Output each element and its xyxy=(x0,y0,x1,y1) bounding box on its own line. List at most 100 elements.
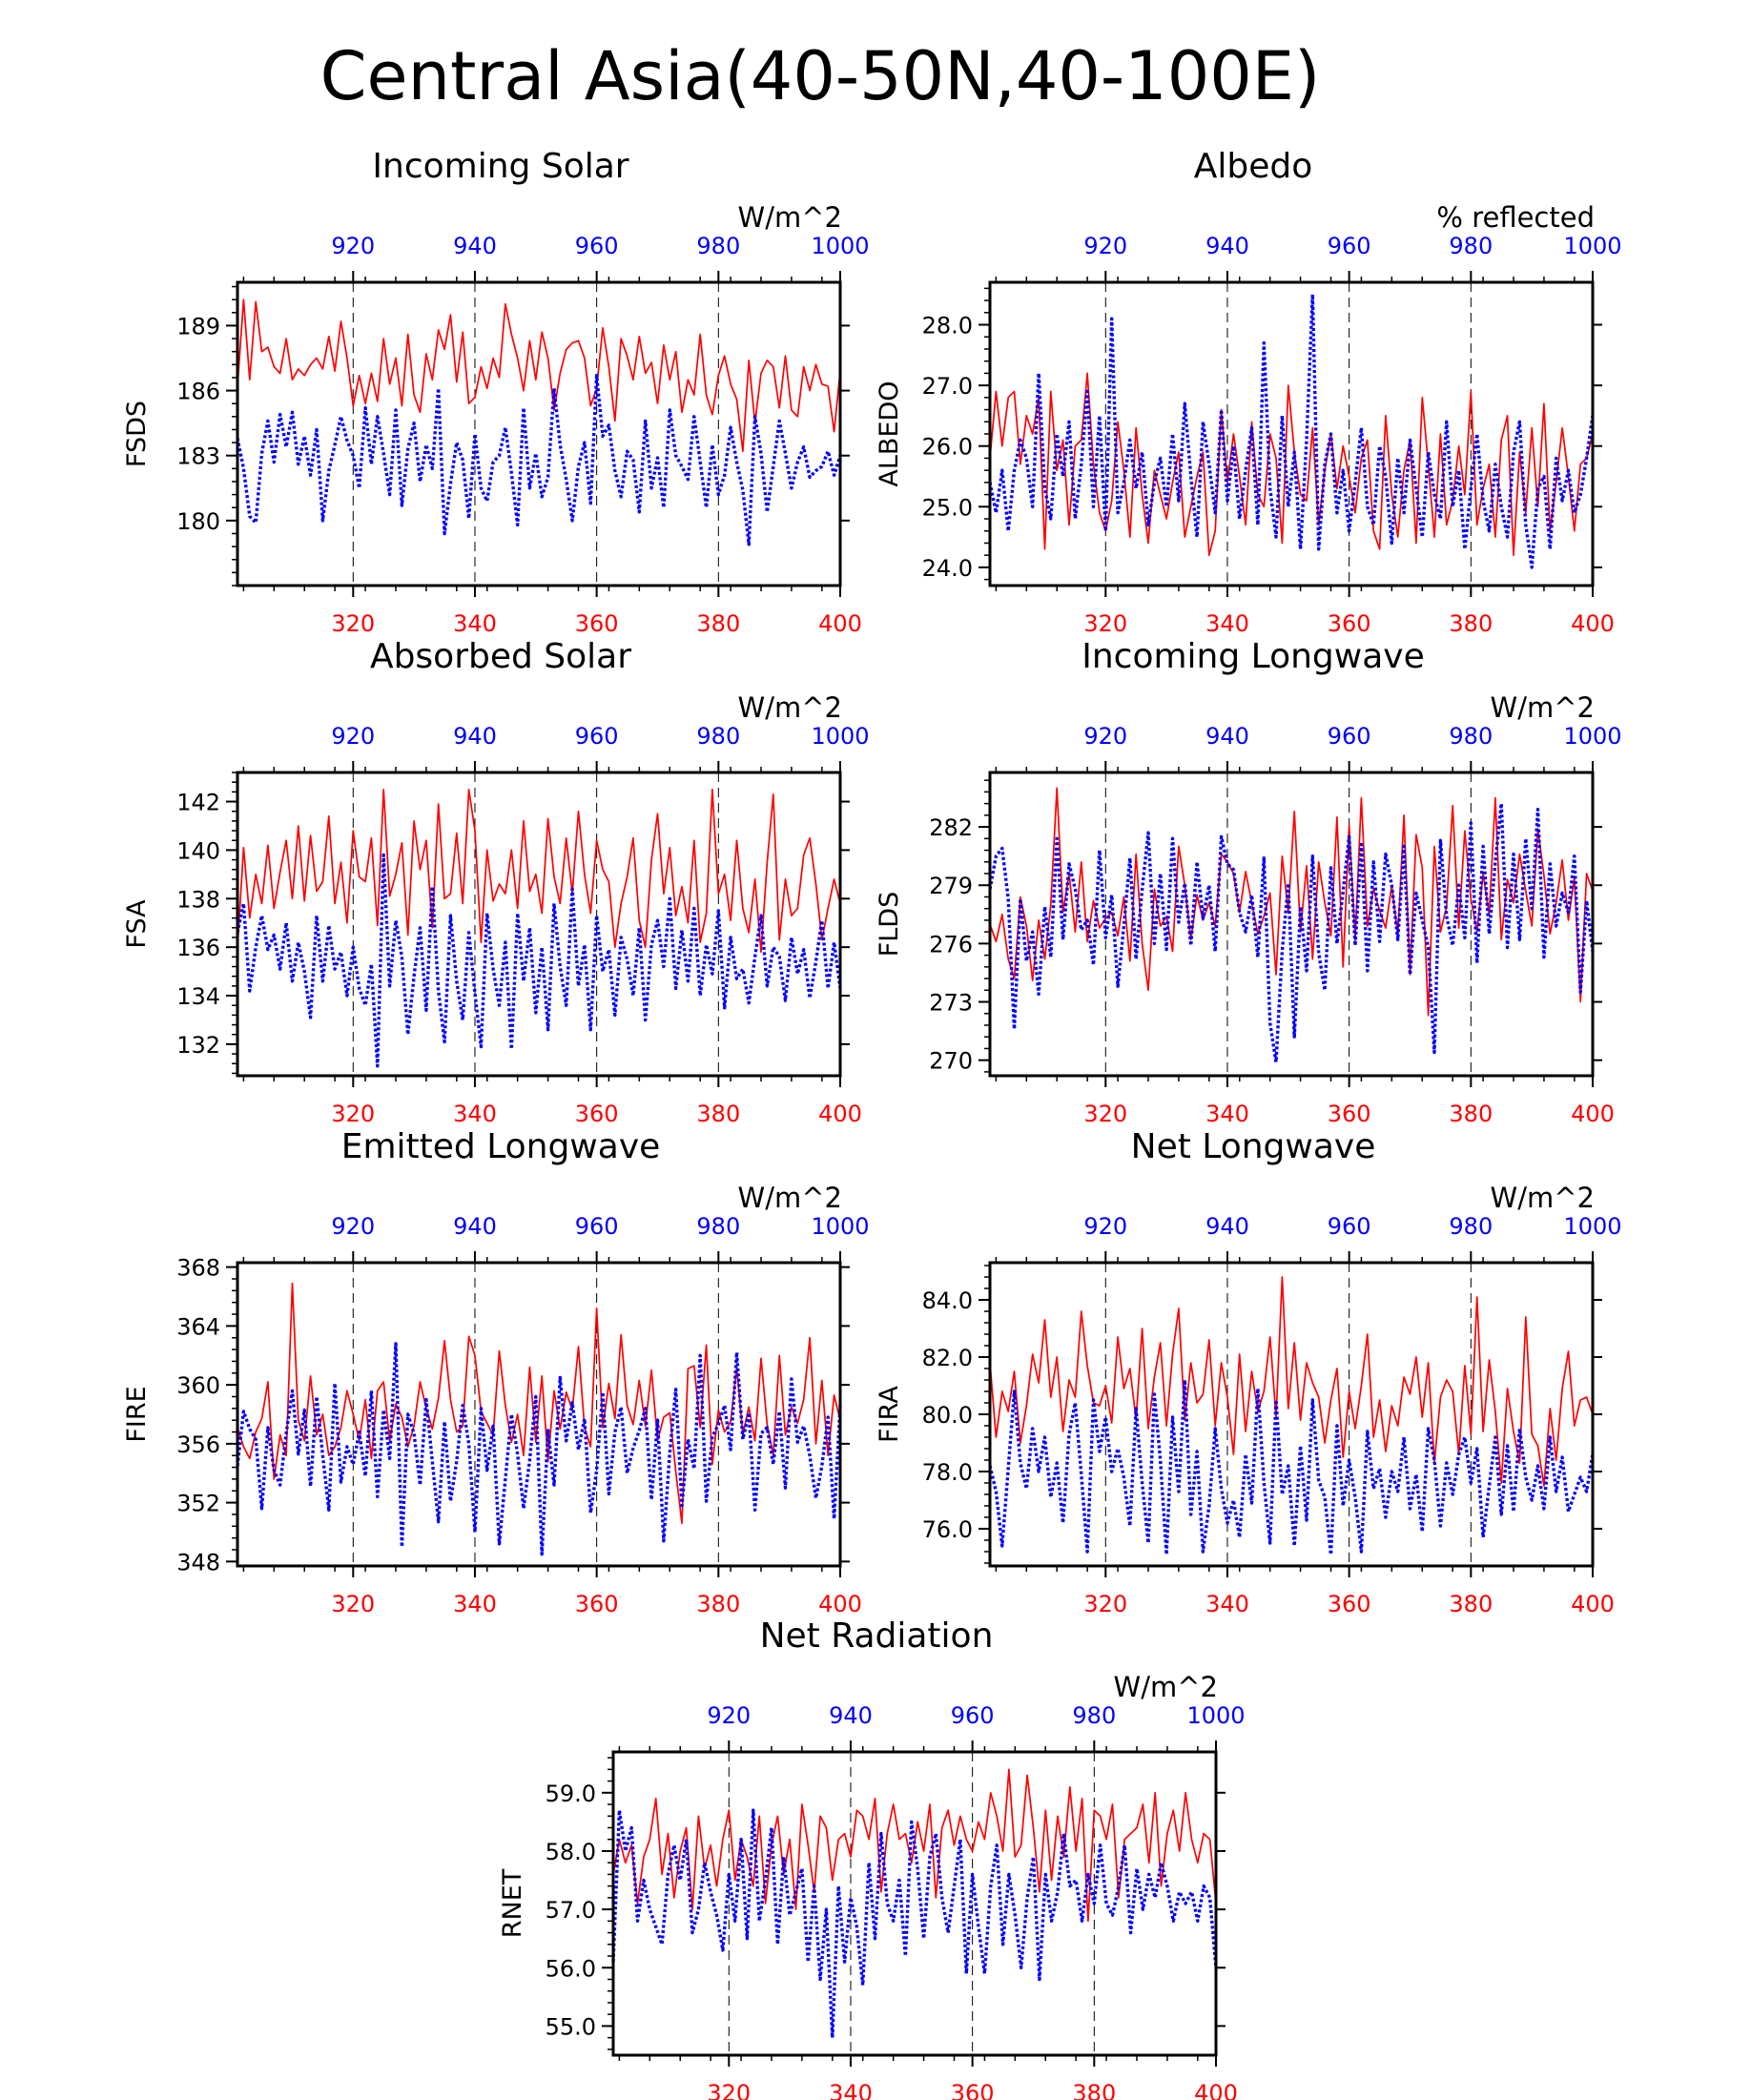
x-top-tick-label: 960 xyxy=(575,233,619,259)
x-bottom-tick-label: 380 xyxy=(1449,1101,1493,1127)
y-tick-label: 142 xyxy=(176,790,220,816)
y-tick-label: 348 xyxy=(176,1549,220,1575)
x-top-tick-label: 960 xyxy=(1328,233,1371,259)
panel-title: Incoming Solar xyxy=(372,147,628,186)
y-tick-label: 27.0 xyxy=(922,373,973,400)
y-tick-label: 76.0 xyxy=(922,1516,973,1543)
plot-frame xyxy=(611,1750,1218,2057)
series-line-red xyxy=(989,1276,1594,1487)
x-top-tick-label: 960 xyxy=(575,1213,619,1240)
x-top-tick-label: 980 xyxy=(1449,723,1493,750)
x-bottom-tick-label: 340 xyxy=(453,1101,497,1127)
y-tick-label: 57.0 xyxy=(546,1897,596,1924)
x-top-tick-label: 960 xyxy=(1328,723,1371,750)
units-label: W/m^2 xyxy=(738,691,842,724)
y-tick-label: 134 xyxy=(176,983,220,1010)
x-bottom-tick-label: 340 xyxy=(453,610,497,637)
units-label: W/m^2 xyxy=(738,201,842,234)
x-top-tick-label: 1000 xyxy=(811,723,869,750)
chart-fira: Net Longwave W/m^2 84.0 82.0 80.0 78.0 76.0 320… xyxy=(875,1127,1622,1617)
x-top-tick-label: 980 xyxy=(696,723,740,750)
x-bottom-tick-label: 320 xyxy=(331,1591,375,1617)
y-tick-label: 24.0 xyxy=(922,555,973,582)
x-bottom-tick-label: 340 xyxy=(1205,610,1249,637)
panel-title: Net Longwave xyxy=(1131,1127,1376,1166)
x-top-tick-label: 940 xyxy=(453,723,497,750)
y-tick-label: 140 xyxy=(176,837,220,864)
y-tick-label: 138 xyxy=(176,886,220,913)
panel-title: Albedo xyxy=(1194,147,1313,186)
x-top-tick-label: 920 xyxy=(1083,233,1127,259)
x-bottom-tick-label: 360 xyxy=(951,2080,995,2100)
x-bottom-tick-label: 400 xyxy=(1194,2080,1238,2100)
y-tick-label: 55.0 xyxy=(546,2013,596,2040)
y-axis-label: FIRA xyxy=(875,1386,904,1443)
y-tick-label: 84.0 xyxy=(922,1287,973,1314)
chart-albedo: Albedo % reflected 28.0 27.0 26.0 25.0 24.0 320… xyxy=(875,147,1622,637)
x-bottom-tick-label: 360 xyxy=(575,1101,619,1127)
x-top-tick-label: 980 xyxy=(696,233,740,259)
series-line-blue xyxy=(988,293,1595,569)
x-bottom-tick-label: 360 xyxy=(575,1591,619,1617)
series-line-blue xyxy=(988,801,1595,1064)
x-bottom-tick-label: 400 xyxy=(818,1101,862,1127)
x-bottom-tick-label: 360 xyxy=(1328,1101,1371,1127)
y-tick-label: 58.0 xyxy=(546,1839,596,1865)
y-tick-label: 270 xyxy=(929,1048,973,1075)
y-axis-label: ALBEDO xyxy=(875,381,904,486)
chart-flds: Incoming Longwave W/m^2 282 279 276 273 270 320… xyxy=(875,637,1622,1127)
y-tick-label: 132 xyxy=(176,1032,220,1059)
y-tick-label: 80.0 xyxy=(922,1402,973,1429)
y-axis-label: RNET xyxy=(498,1868,527,1938)
x-top-tick-label: 940 xyxy=(1205,233,1249,259)
x-top-tick-label: 960 xyxy=(951,1702,995,1729)
panel-title: Net Radiation xyxy=(760,1616,994,1656)
x-bottom-tick-label: 340 xyxy=(1205,1591,1249,1617)
y-tick-label: 78.0 xyxy=(922,1459,973,1486)
x-bottom-tick-label: 380 xyxy=(1449,610,1493,637)
x-bottom-tick-label: 400 xyxy=(818,610,862,637)
x-top-tick-label: 940 xyxy=(1205,1213,1249,1240)
units-label: % reflected xyxy=(1436,201,1595,234)
y-tick-label: 180 xyxy=(176,508,220,535)
plot-frame xyxy=(988,771,1595,1078)
x-top-tick-label: 1000 xyxy=(1563,233,1621,259)
plot-frame xyxy=(236,1261,842,1568)
x-bottom-tick-label: 320 xyxy=(331,610,375,637)
units-label: W/m^2 xyxy=(1491,691,1595,724)
y-tick-label: 183 xyxy=(176,443,220,470)
series-line-red xyxy=(237,788,841,954)
units-label: W/m^2 xyxy=(738,1182,842,1214)
x-top-tick-label: 940 xyxy=(1205,723,1249,750)
x-top-tick-label: 960 xyxy=(1328,1213,1371,1240)
y-tick-label: 189 xyxy=(176,313,220,340)
panel-title: Emitted Longwave xyxy=(341,1127,661,1166)
x-top-tick-label: 1000 xyxy=(1563,1213,1621,1240)
x-bottom-tick-label: 400 xyxy=(1571,610,1615,637)
y-tick-label: 352 xyxy=(176,1491,220,1517)
series-line-red xyxy=(989,787,1594,1017)
x-top-tick-label: 980 xyxy=(1449,1213,1493,1240)
chart-fsa: Absorbed Solar W/m^2 142 140 138 136 134 132 320… xyxy=(122,637,870,1127)
x-top-tick-label: 980 xyxy=(696,1213,740,1240)
x-top-tick-label: 960 xyxy=(575,723,619,750)
x-top-tick-label: 1000 xyxy=(1186,1702,1245,1729)
x-bottom-tick-label: 320 xyxy=(1083,610,1127,637)
series-line-blue xyxy=(236,1342,842,1556)
x-bottom-tick-label: 340 xyxy=(829,2080,873,2100)
x-bottom-tick-label: 380 xyxy=(1072,2080,1116,2100)
y-tick-label: 186 xyxy=(176,379,220,405)
x-bottom-tick-label: 360 xyxy=(1328,610,1371,637)
x-bottom-tick-label: 340 xyxy=(1205,1101,1249,1127)
y-axis-label: FSA xyxy=(122,899,152,949)
y-tick-label: 56.0 xyxy=(546,1955,596,1982)
x-top-tick-label: 980 xyxy=(1449,233,1493,259)
chart-rnet: Net Radiation W/m^2 59.0 58.0 57.0 56.0 55.0 32… xyxy=(498,1616,1246,2100)
x-top-tick-label: 920 xyxy=(1083,723,1127,750)
x-bottom-tick-label: 380 xyxy=(696,1591,740,1617)
chart-fire: Emitted Longwave W/m^2 368 364 360 356 352 348 3… xyxy=(122,1127,870,1617)
x-bottom-tick-label: 360 xyxy=(575,610,619,637)
x-top-tick-label: 940 xyxy=(453,233,497,259)
x-top-tick-label: 1000 xyxy=(811,233,869,259)
